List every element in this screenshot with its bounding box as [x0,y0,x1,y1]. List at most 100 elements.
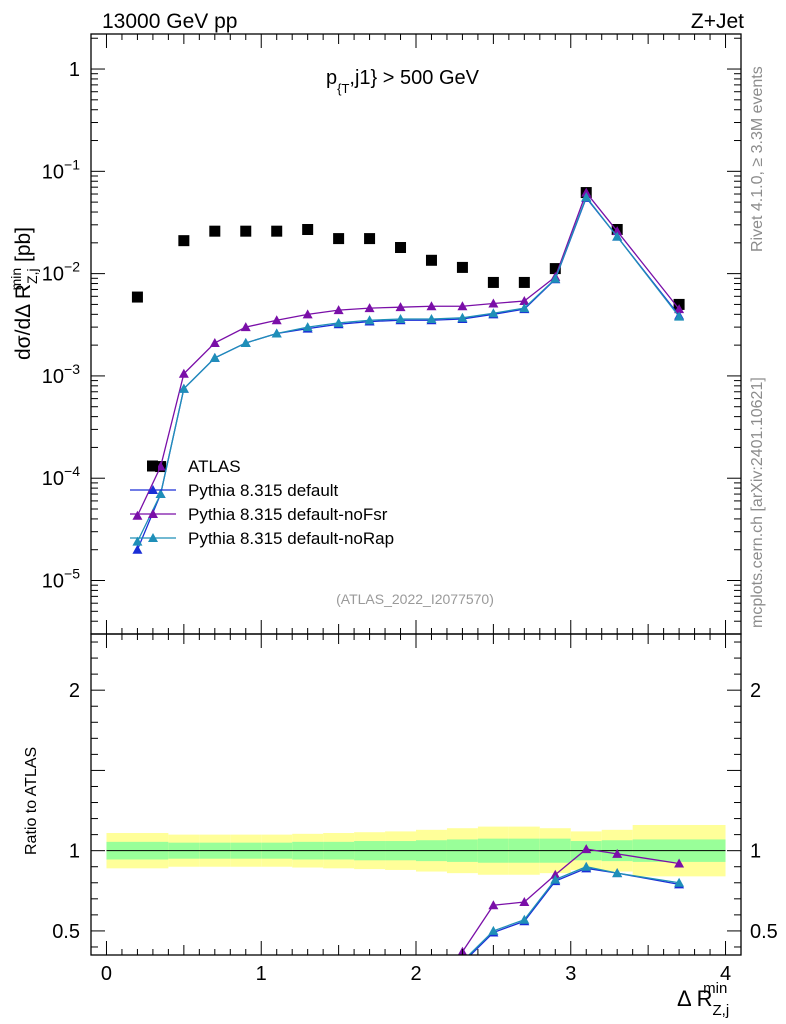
mc-point [488,298,499,308]
mc-line [136,195,680,542]
mc-point [132,544,143,554]
main-y-tick-label: 10−3 [42,361,80,388]
mc-point [550,273,561,283]
mc-point [240,337,251,347]
legend-marker-triangle [148,509,158,518]
mc-point [178,368,189,378]
mc-point [395,302,406,312]
data-point [395,242,407,254]
mc-point [155,461,166,471]
mc-point [395,314,406,324]
ratio-point [550,874,561,884]
ratio-point [426,990,436,999]
ratio-y-tick-label-right: 1 [750,841,761,863]
ratio-series-group [426,844,685,1015]
data-point [271,225,283,237]
ratio-point [674,877,685,887]
mc-point [674,304,685,314]
main-y-tick-label: 10−5 [42,566,80,593]
data-point [302,223,314,235]
mc-point [612,231,623,241]
mc-point [581,187,592,197]
ratio-y-tick-label-right: 2 [750,680,761,702]
mc-point [426,314,437,324]
main-y-tick-label: 10−1 [42,156,80,183]
main-y-tick-label: 10−2 [42,259,80,286]
legend-label: Pythia 8.315 default [188,481,339,500]
svg-text:Rivet 4.1.0, ≥ 3.3M events: Rivet 4.1.0, ≥ 3.3M events [749,66,766,252]
data-point [456,261,468,273]
ratio-y-tick-label-right: 0.5 [750,921,778,943]
mc-point [364,303,375,313]
side-label-top: Rivet 4.1.0, ≥ 3.3M events [749,66,766,252]
ratio-y-tick-label: 2 [69,680,80,702]
x-tick-label: 0 [101,963,112,985]
header-right: Z+Jet [691,10,744,33]
ratio-point [488,925,499,935]
ratio-point [612,848,623,858]
ratio-point [581,861,592,871]
data-point [549,263,561,275]
legend: ATLAS Pythia 8.315 default Pythia 8.315 de… [130,457,394,548]
side-label-bottom: mcplots.cern.ch [arXiv:2401.10621] [749,377,766,628]
mc-point [209,337,220,347]
legend-marker-square [147,460,158,472]
mc-point [302,322,313,332]
mc-point [457,312,468,322]
ratio-y-tick-label: 0.5 [52,921,80,943]
ratio-point [457,958,467,967]
data-point [425,254,437,266]
mc-point [302,309,313,319]
data-point [209,225,221,237]
ratio-line [469,867,680,955]
mc-point [271,328,282,338]
mc-point [364,315,375,325]
ratio-frame [90,633,742,956]
mc-point [333,317,344,327]
svg-text:dσ/dΔ RZ,jmin [pb]: dσ/dΔ RZ,jmin [pb] [8,227,40,360]
analysis-watermark: (ATLAS_2022_I2077570) [336,591,494,607]
data-point [518,276,530,288]
mc-point [333,305,344,315]
ratio-point [426,1006,436,1015]
ratio-y-axis-label: Ratio to ATLAS [23,747,40,855]
svg-text:mcplots.cern.ch [arXiv:2401.10: mcplots.cern.ch [arXiv:2401.10621] [749,377,766,628]
header-left: 13000 GeV pp [102,10,237,33]
mc-point [271,315,282,325]
data-point [333,233,345,245]
x-tick-label: 3 [565,963,576,985]
ratio-point [550,869,561,879]
mc-point [209,352,220,362]
main-y-tick-label: 10−4 [42,463,80,490]
data-point [178,235,190,247]
mc-point [426,301,437,311]
x-tick-label: 1 [256,963,267,985]
mc-point [178,383,189,393]
ratio-point [581,844,592,854]
data-point [240,225,252,237]
cut-label: p{T,j1} > 500 GeV [326,67,480,96]
main-y-axis-label: dσ/dΔ RZ,jmin [pb] [8,227,40,360]
data-point [364,233,376,245]
main-y-tick-label: 1 [69,59,80,81]
ratio-uncertainty-bands [106,824,726,877]
data-point [131,291,143,303]
legend-marker-triangle [148,485,158,494]
axes-group: 0 1 2 3 4 1 10−1 10−2 10−3 10−4 10−5 0.5 0.5 1 1 2 2 [42,33,778,985]
x-tick-label: 2 [410,963,421,985]
ratio-line [459,848,680,955]
legend-label: Pythia 8.315 default-noFsr [188,505,388,524]
main-series-group [131,187,685,554]
data-point [487,276,499,288]
ratio-point [488,900,499,910]
mc-point [132,510,143,520]
mc-point [457,301,468,311]
ratio-line [468,866,680,955]
x-axis-label: Δ RZ,jmin [677,980,729,1019]
legend-marker-triangle [148,533,158,542]
ratio-point [519,897,530,907]
mc-point [674,311,685,321]
svg-text:Ratio to ATLAS: Ratio to ATLAS [23,747,40,855]
ratio-y-tick-label: 1 [69,841,80,863]
